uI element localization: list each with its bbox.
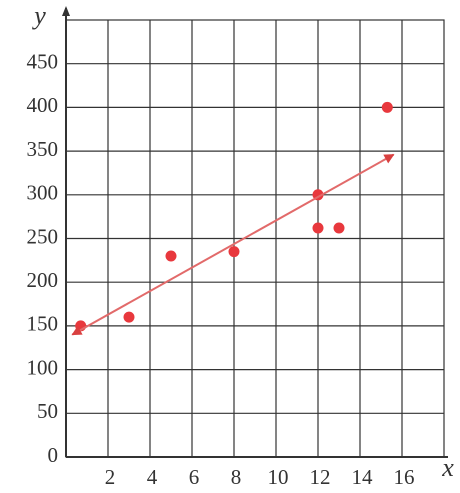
chart: y x 050100150200250300350400450246810121… — [0, 0, 460, 493]
y-tick-label: 0 — [48, 443, 59, 467]
x-tick-label: 6 — [189, 465, 200, 489]
y-tick-label: 400 — [27, 93, 59, 117]
trend-line — [72, 155, 393, 335]
x-tick-label: 2 — [105, 465, 116, 489]
y-tick-label: 450 — [27, 50, 59, 74]
x-tick-label: 4 — [147, 465, 158, 489]
y-axis-label: y — [31, 1, 46, 30]
x-tick-label: 8 — [231, 465, 242, 489]
y-tick-label: 200 — [27, 268, 59, 292]
y-tick-label: 150 — [27, 312, 59, 336]
x-tick-label: 14 — [352, 465, 374, 489]
data-point — [334, 223, 345, 234]
data-point — [166, 250, 177, 261]
y-tick-label: 50 — [37, 399, 58, 423]
x-tick-label: 12 — [310, 465, 331, 489]
y-tick-label: 250 — [27, 224, 59, 248]
y-tick-label: 100 — [27, 355, 59, 379]
data-point — [229, 246, 240, 257]
y-tick-label: 300 — [27, 181, 59, 205]
data-point — [313, 223, 324, 234]
y-axis-arrow — [62, 6, 70, 16]
x-tick-label: 10 — [268, 465, 289, 489]
data-point — [124, 312, 135, 323]
y-tick-label: 350 — [27, 137, 59, 161]
x-tick-label: 16 — [394, 465, 415, 489]
data-point — [382, 102, 393, 113]
